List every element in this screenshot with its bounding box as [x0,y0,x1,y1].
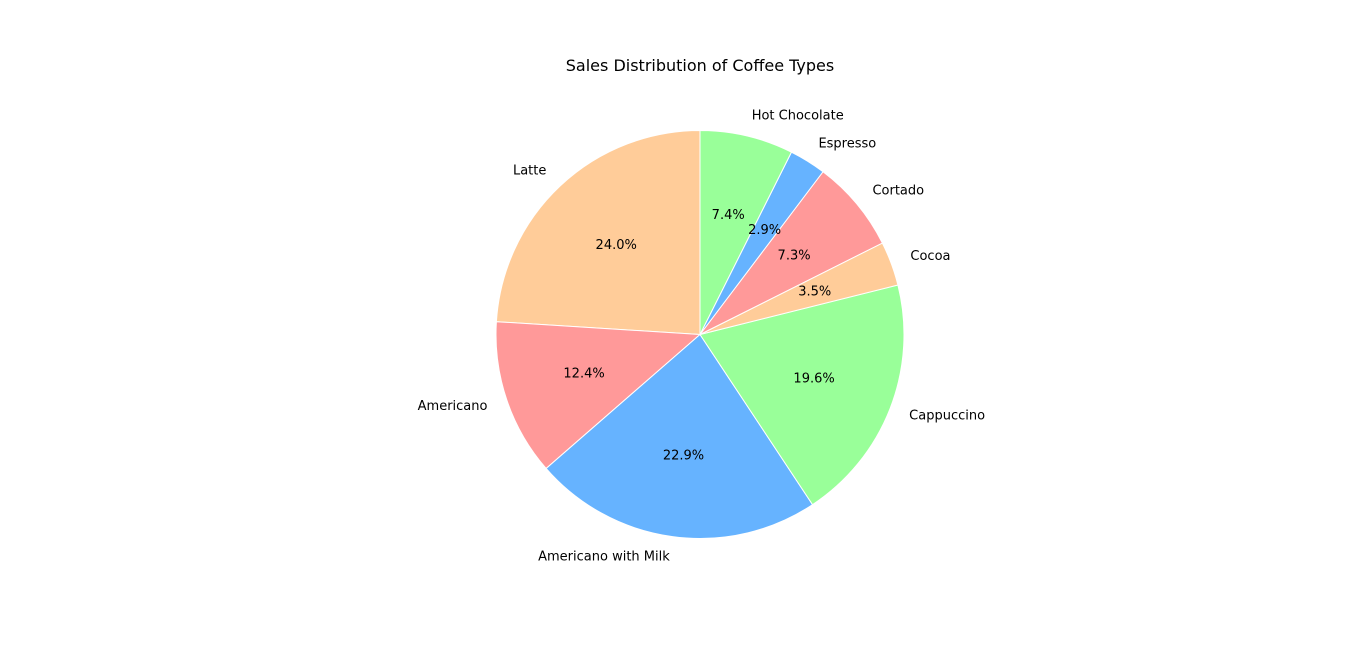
slice-label-espresso: Espresso [818,136,876,151]
pie-slice-hot-chocolate [699,129,793,335]
slice-label-americano: Americano [418,399,488,414]
slice-label-cappuccino: Cappuccino [909,408,985,423]
pie-labels: Latte 24.0% Americano 12.4% Americano with M… [418,109,985,565]
pct-label-cappuccino: 19.6% [793,371,834,386]
slice-label-hot-chocolate: Hot Chocolate [752,109,844,124]
pct-label-cocoa: 3.5% [798,284,831,299]
pct-label-latte: 24.0% [596,238,637,253]
slice-label-latte: Latte [513,163,546,178]
pie-slice-cappuccino [699,284,905,506]
pie-slice-americano-with-milk [545,333,814,539]
slice-label-cortado: Cortado [872,183,924,198]
slice-label-cocoa: Cocoa [910,249,950,264]
pct-label-hot-chocolate: 7.4% [712,208,745,223]
pct-label-espresso: 2.9% [748,223,781,238]
pct-label-americano: 12.4% [563,366,604,381]
pie-slice-latte [495,129,701,336]
pct-label-americano-with-milk: 22.9% [663,448,704,463]
pct-label-cortado: 7.3% [778,249,811,264]
slice-label-americano-with-milk: Americano with Milk [538,549,670,564]
chart-title: Sales Distribution of Coffee Types [566,56,834,75]
pie-slices [495,129,905,539]
pie-slice-americano [495,321,702,470]
